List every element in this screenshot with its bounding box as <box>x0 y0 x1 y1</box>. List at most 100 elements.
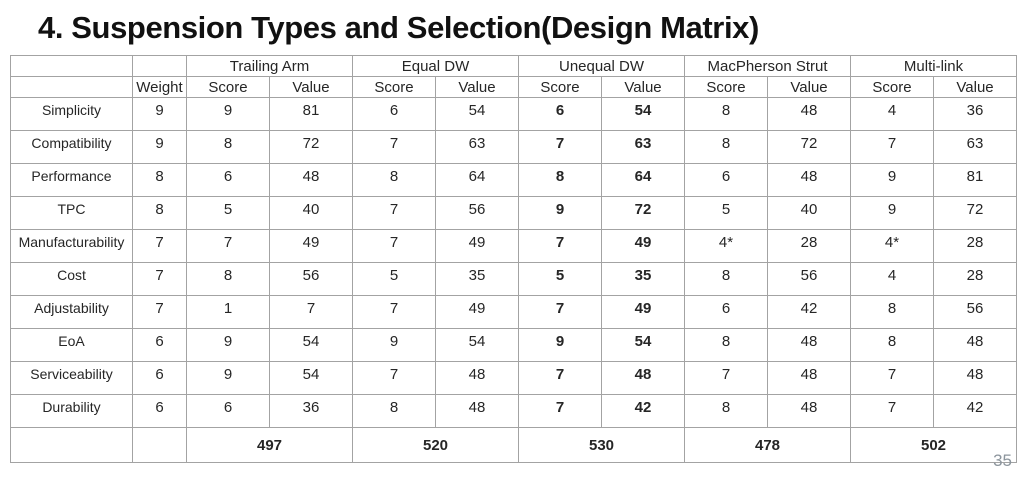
data-cell: 8 <box>850 295 935 329</box>
score-header: Score <box>850 76 935 98</box>
data-cell: 48 <box>933 328 1018 362</box>
value-header: Value <box>435 76 519 98</box>
group-header-row: Trailing Arm Equal DW Unequal DW MacPher… <box>10 55 1018 77</box>
weight-cell: 6 <box>132 394 187 428</box>
criterion-cell: Performance <box>10 163 133 197</box>
data-cell: 6 <box>186 394 270 428</box>
score-header: Score <box>684 76 769 98</box>
data-cell: 35 <box>600 262 686 296</box>
score-header: Score <box>518 76 602 98</box>
data-cell: 48 <box>600 361 686 395</box>
data-cell: 56 <box>767 262 852 296</box>
data-cell: 28 <box>933 229 1018 263</box>
data-cell: 49 <box>269 229 353 263</box>
data-cell: 54 <box>435 97 519 131</box>
table-row: EoA 6 9 54 9 54 9 54 8 48 8 48 <box>10 328 1018 362</box>
data-cell: 49 <box>435 229 519 263</box>
data-cell: 42 <box>600 394 686 428</box>
data-cell: 7 <box>518 229 602 263</box>
data-cell: 7 <box>518 361 602 395</box>
data-cell: 7 <box>518 130 602 164</box>
data-cell: 63 <box>435 130 519 164</box>
data-cell: 63 <box>600 130 686 164</box>
weight-cell: 6 <box>132 361 187 395</box>
data-cell: 6 <box>186 163 270 197</box>
table-row: TPC 8 5 40 7 56 9 72 5 40 9 72 <box>10 196 1018 230</box>
data-cell: 49 <box>600 295 686 329</box>
data-cell: 9 <box>186 361 270 395</box>
data-cell: 35 <box>435 262 519 296</box>
page-title: 4. Suspension Types and Selection(Design… <box>38 10 759 45</box>
data-cell: 63 <box>933 130 1018 164</box>
data-cell: 56 <box>435 196 519 230</box>
data-cell: 5 <box>684 196 769 230</box>
value-header: Value <box>600 76 686 98</box>
data-cell: 72 <box>933 196 1018 230</box>
data-cell: 8 <box>186 130 270 164</box>
data-cell: 9 <box>850 196 935 230</box>
data-cell: 72 <box>767 130 852 164</box>
weight-cell: 7 <box>132 229 187 263</box>
criterion-total-spacer <box>10 427 133 463</box>
data-cell: 6 <box>518 97 602 131</box>
data-cell: 7 <box>850 130 935 164</box>
table-row: Performance 8 6 48 8 64 8 64 6 48 9 81 <box>10 163 1018 197</box>
data-cell: 7 <box>684 361 769 395</box>
totals-row: 497 520 530 478 502 <box>10 427 1018 463</box>
criteria-subheader-spacer <box>10 76 133 98</box>
data-cell: 6 <box>684 295 769 329</box>
data-cell: 9 <box>186 97 270 131</box>
score-header: Score <box>352 76 436 98</box>
data-cell: 7 <box>850 361 935 395</box>
group-header-macpherson-strut: MacPherson Strut <box>684 55 852 77</box>
data-cell: 7 <box>352 295 436 329</box>
weight-header-spacer <box>132 55 187 77</box>
data-cell: 48 <box>933 361 1018 395</box>
data-cell: 9 <box>518 328 602 362</box>
data-cell: 28 <box>767 229 852 263</box>
table-row: Manufacturability 7 7 49 7 49 7 49 4* 28 4* 28 <box>10 229 1018 263</box>
data-cell: 1 <box>186 295 270 329</box>
data-cell: 9 <box>352 328 436 362</box>
table-row: Simplicity 9 9 81 6 54 6 54 8 48 4 36 <box>10 97 1018 131</box>
data-cell: 8 <box>186 262 270 296</box>
data-cell: 4* <box>850 229 935 263</box>
data-cell: 7 <box>352 229 436 263</box>
data-cell: 40 <box>767 196 852 230</box>
weight-cell: 9 <box>132 97 187 131</box>
table-row: Serviceability 6 9 54 7 48 7 48 7 48 7 48 <box>10 361 1018 395</box>
data-cell: 48 <box>767 163 852 197</box>
weight-cell: 7 <box>132 295 187 329</box>
data-cell: 36 <box>933 97 1018 131</box>
data-cell: 8 <box>352 394 436 428</box>
data-cell: 6 <box>352 97 436 131</box>
data-cell: 7 <box>518 295 602 329</box>
value-header: Value <box>767 76 852 98</box>
data-cell: 81 <box>933 163 1018 197</box>
subheader-row: Weight Score Value Score Value Score Val… <box>10 76 1018 98</box>
data-cell: 72 <box>600 196 686 230</box>
data-cell: 7 <box>269 295 353 329</box>
group-header-equal-dw: Equal DW <box>352 55 519 77</box>
total-cell: 497 <box>186 427 353 463</box>
table-row: Compatibility 9 8 72 7 63 7 63 8 72 7 63 <box>10 130 1018 164</box>
data-cell: 64 <box>435 163 519 197</box>
criterion-cell: TPC <box>10 196 133 230</box>
table-body: Simplicity 9 9 81 6 54 6 54 8 48 4 36 Compatibility 9… <box>10 97 1018 463</box>
data-cell: 7 <box>352 361 436 395</box>
data-cell: 42 <box>933 394 1018 428</box>
data-cell: 48 <box>767 361 852 395</box>
data-cell: 48 <box>767 328 852 362</box>
data-cell: 9 <box>518 196 602 230</box>
data-cell: 5 <box>518 262 602 296</box>
criterion-cell: Cost <box>10 262 133 296</box>
total-cell: 530 <box>517 427 686 463</box>
data-cell: 36 <box>269 394 353 428</box>
data-cell: 49 <box>600 229 686 263</box>
data-cell: 8 <box>684 97 769 131</box>
data-cell: 8 <box>684 130 769 164</box>
weight-cell: 6 <box>132 328 187 362</box>
data-cell: 28 <box>933 262 1018 296</box>
table-row: Adjustability 7 1 7 7 49 7 49 6 42 8 56 <box>10 295 1018 329</box>
